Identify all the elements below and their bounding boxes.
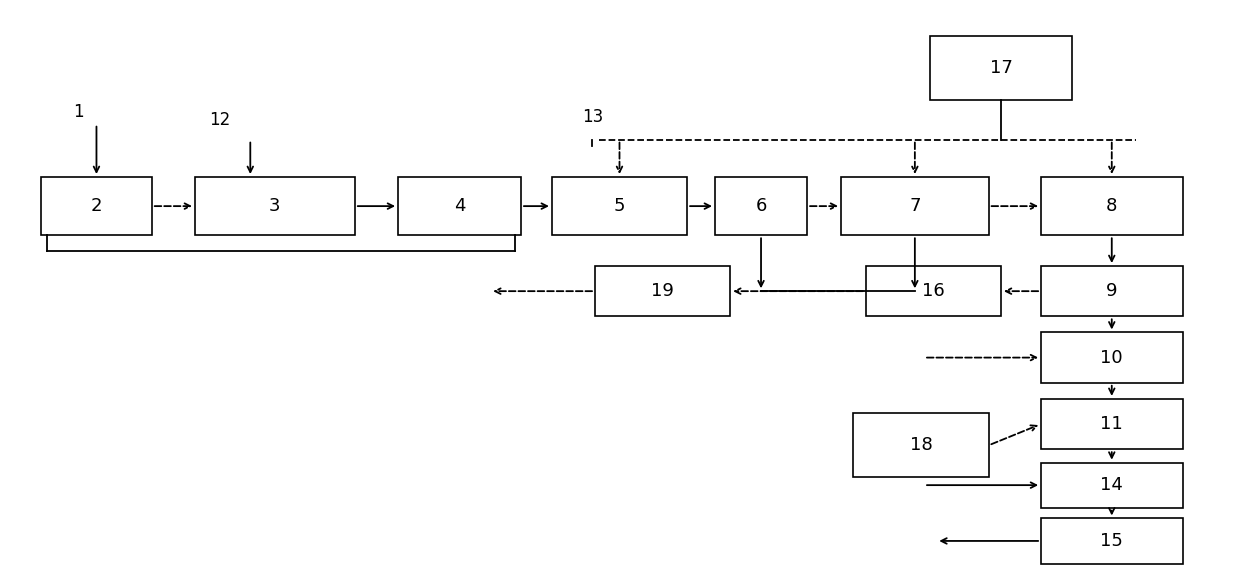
Bar	[41, 177, 152, 235]
Bar	[1041, 332, 1182, 383]
Bar	[1041, 463, 1182, 508]
Text: 17: 17	[990, 59, 1012, 77]
Bar	[1041, 518, 1182, 564]
Text: 12: 12	[209, 111, 230, 129]
Bar	[930, 36, 1072, 100]
Text: 6: 6	[756, 197, 767, 215]
Bar	[854, 413, 989, 477]
Text: 15: 15	[1100, 532, 1124, 550]
Text: 3: 3	[269, 197, 281, 215]
Bar	[715, 177, 807, 235]
Text: 9: 9	[1106, 282, 1118, 300]
Text: 2: 2	[90, 197, 102, 215]
Text: 5: 5	[613, 197, 626, 215]
Text: 11: 11	[1100, 415, 1123, 433]
Bar	[1041, 399, 1182, 449]
Bar	[595, 266, 730, 316]
Text: 10: 10	[1100, 349, 1123, 366]
Text: 13: 13	[582, 108, 603, 126]
Bar	[841, 177, 989, 235]
Text: 7: 7	[909, 197, 921, 215]
Text: 1: 1	[73, 103, 83, 121]
Bar	[398, 177, 522, 235]
Bar	[1041, 266, 1182, 316]
Bar	[866, 266, 1001, 316]
Text: 14: 14	[1100, 476, 1124, 494]
Bar	[195, 177, 354, 235]
Bar	[1041, 177, 1182, 235]
Text: 4: 4	[453, 197, 466, 215]
Text: 19: 19	[652, 282, 674, 300]
Text: 16: 16	[922, 282, 944, 300]
Text: 18: 18	[909, 436, 933, 454]
Text: 8: 8	[1106, 197, 1118, 215]
Bar	[551, 177, 688, 235]
